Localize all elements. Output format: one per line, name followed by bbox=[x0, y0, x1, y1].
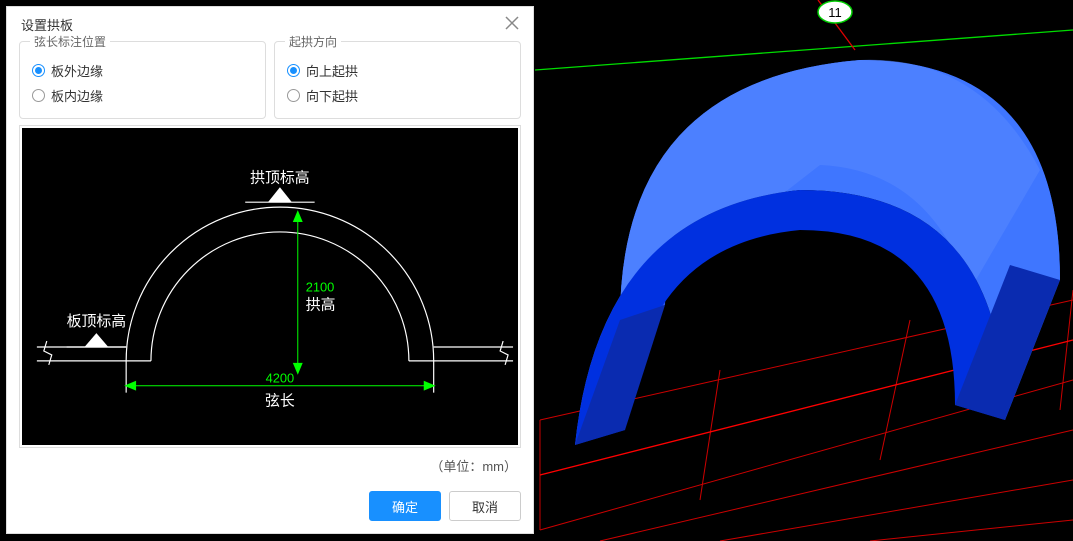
arch-diagram: 拱顶标高 板顶标高 bbox=[22, 128, 518, 445]
svg-text:拱顶标高: 拱顶标高 bbox=[250, 169, 310, 186]
node-badge: 11 bbox=[818, 1, 852, 23]
ok-button[interactable]: 确定 bbox=[369, 491, 441, 521]
radio-outer-edge[interactable]: 板外边缘 bbox=[32, 58, 253, 83]
svg-text:拱高: 拱高 bbox=[306, 296, 336, 313]
cancel-button[interactable]: 取消 bbox=[449, 491, 521, 521]
radio-inner-edge[interactable]: 板内边缘 bbox=[32, 83, 253, 108]
radio-arch-down[interactable]: 向下起拱 bbox=[287, 83, 508, 108]
radio-label: 向下起拱 bbox=[306, 86, 358, 105]
svg-text:11: 11 bbox=[828, 5, 842, 20]
radio-label: 板外边缘 bbox=[51, 61, 103, 80]
unit-label: （单位：mm） bbox=[19, 454, 521, 475]
radio-icon bbox=[32, 89, 45, 102]
group-arch-direction: 起拱方向 向上起拱 向下起拱 bbox=[274, 41, 521, 119]
close-icon[interactable] bbox=[505, 14, 519, 35]
svg-text:2100: 2100 bbox=[306, 279, 335, 294]
dialog-title: 设置拱板 bbox=[21, 15, 73, 34]
radio-label: 板内边缘 bbox=[51, 86, 103, 105]
group-title: 起拱方向 bbox=[285, 33, 341, 50]
diagram-frame: 拱顶标高 板顶标高 bbox=[19, 125, 521, 448]
group-chord-dim-pos: 弦长标注位置 板外边缘 板内边缘 bbox=[19, 41, 266, 119]
radio-icon bbox=[287, 64, 300, 77]
svg-text:4200: 4200 bbox=[266, 371, 295, 386]
svg-text:弦长: 弦长 bbox=[265, 393, 295, 410]
arch-settings-dialog: 设置拱板 弦长标注位置 板外边缘 板内边缘 起拱方向 bbox=[6, 6, 534, 534]
svg-text:板顶标高: 板顶标高 bbox=[67, 312, 127, 330]
group-title: 弦长标注位置 bbox=[30, 33, 110, 50]
radio-icon bbox=[287, 89, 300, 102]
radio-arch-up[interactable]: 向上起拱 bbox=[287, 58, 508, 83]
radio-icon bbox=[32, 64, 45, 77]
radio-label: 向上起拱 bbox=[306, 61, 358, 80]
